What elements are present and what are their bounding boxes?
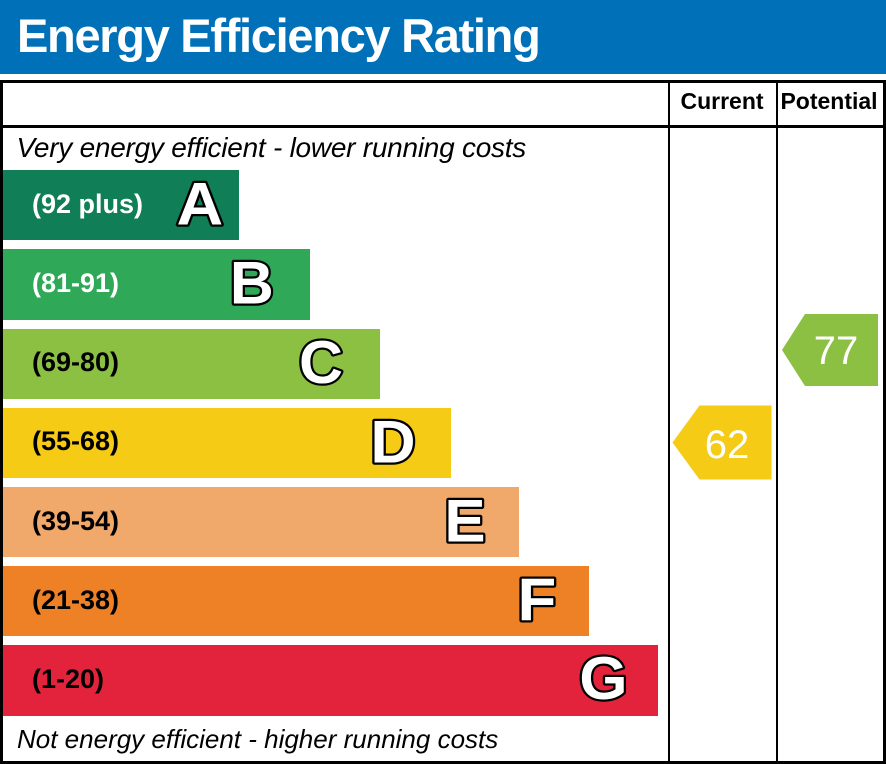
svg-text:E: E	[444, 487, 485, 554]
svg-text:D: D	[370, 408, 415, 475]
svg-text:G: G	[579, 645, 627, 712]
svg-text:62: 62	[705, 423, 750, 467]
svg-text:F: F	[518, 567, 557, 634]
svg-text:77: 77	[814, 329, 859, 373]
svg-text:C: C	[299, 328, 343, 396]
svg-text:B: B	[230, 249, 274, 317]
svg-text:A: A	[176, 172, 223, 238]
